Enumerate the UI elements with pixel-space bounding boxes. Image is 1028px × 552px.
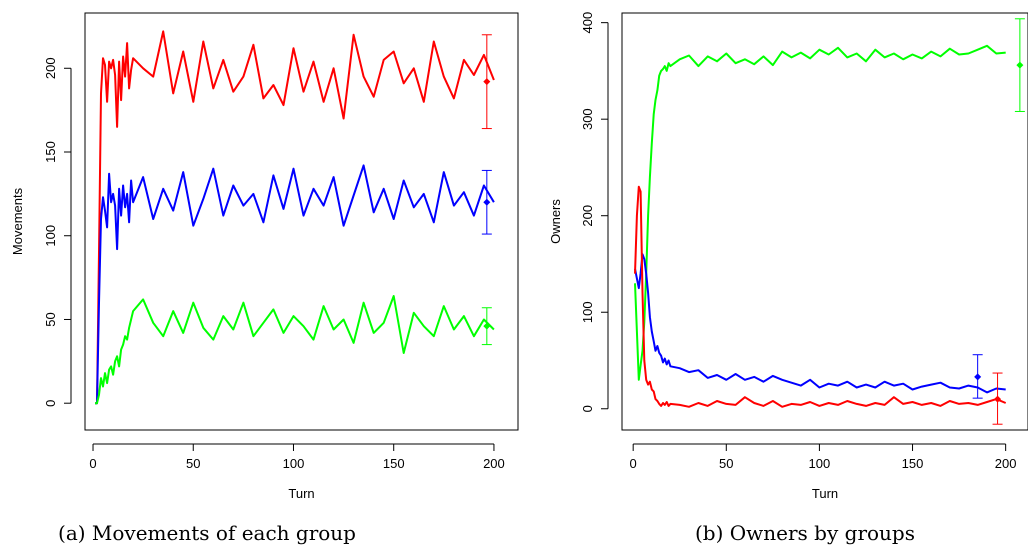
y-tick-label: 300 (580, 108, 595, 130)
summary-errorbar-red (992, 372, 1003, 425)
series-line-red (634, 185, 1007, 408)
errorbar-mean-marker (483, 198, 491, 206)
series-line-green (634, 44, 1006, 381)
x-tick-label: 150 (383, 456, 405, 471)
x-tick-label: 200 (483, 456, 505, 471)
y-tick-label: 400 (580, 12, 595, 34)
y-tick-label: 100 (580, 301, 595, 323)
y-tick-label: 150 (43, 141, 58, 163)
y-axis: 0 100 200 300 400 Owners (548, 12, 609, 412)
y-tick-label: 100 (43, 225, 58, 247)
series-line-blue (634, 253, 1006, 394)
x-axis: 0 50 100 150 200 Turn (89, 443, 505, 501)
figure-caption: (b) Owners by groups (695, 521, 915, 545)
x-axis-title: Turn (288, 486, 314, 501)
figure-caption: (a) Movements of each group (58, 521, 356, 545)
x-tick-label: 50 (186, 456, 200, 471)
panel-owners: 0 50 100 150 200 Turn 0 100 200 300 400 Owners (b) O… (548, 12, 1028, 545)
errorbar-mean-marker (974, 373, 982, 381)
y-tick-label: 50 (43, 312, 58, 326)
x-tick-label: 150 (902, 456, 924, 471)
plot-frame (621, 12, 1028, 431)
errorbar-mean-marker (994, 395, 1002, 403)
x-tick-label: 200 (995, 456, 1017, 471)
y-tick-label: 200 (43, 57, 58, 79)
summary-errorbar-green (481, 307, 492, 346)
summary-errorbar-blue (481, 169, 492, 235)
y-tick-label: 200 (580, 205, 595, 227)
plot-frame (84, 12, 519, 431)
series-line-green (95, 295, 495, 405)
summary-errorbar-blue (972, 354, 983, 399)
x-axis-title: Turn (812, 486, 838, 501)
x-axis: 0 50 100 150 200 Turn (630, 443, 1017, 501)
y-axis: 0 50 100 150 200 Movements (10, 57, 72, 407)
y-tick-label: 0 (43, 400, 58, 407)
y-tick-label: 0 (580, 405, 595, 412)
errorbar-mean-marker (1016, 61, 1024, 69)
x-tick-label: 0 (89, 456, 96, 471)
series-line-red (95, 30, 495, 405)
y-axis-title: Movements (10, 187, 25, 255)
y-axis-title: Owners (548, 199, 563, 244)
summary-errorbar-green (1014, 18, 1025, 112)
summary-errorbar-red (481, 34, 492, 130)
x-tick-label: 50 (719, 456, 733, 471)
x-tick-label: 0 (630, 456, 637, 471)
x-tick-label: 100 (283, 456, 305, 471)
errorbar-mean-marker (483, 322, 491, 330)
x-tick-label: 100 (809, 456, 831, 471)
series-line-blue (95, 164, 495, 405)
errorbar-mean-marker (483, 78, 491, 86)
panel-movements: 0 50 100 150 200 Turn 0 50 100 150 200 Movements (a)… (10, 12, 519, 545)
